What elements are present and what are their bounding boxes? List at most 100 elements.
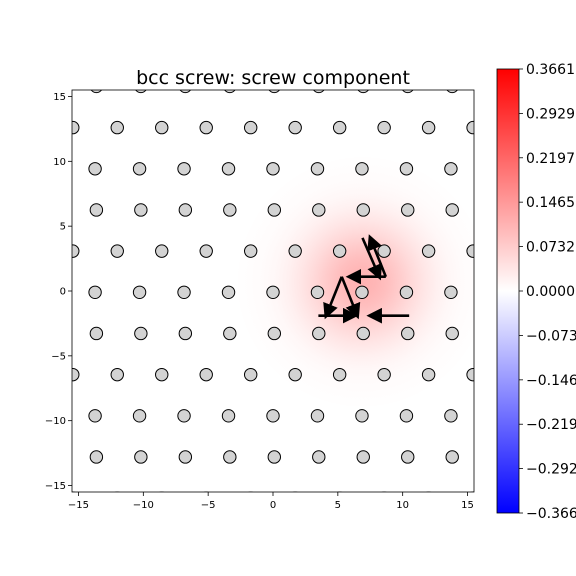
atom-marker — [466, 120, 474, 135]
atom-marker — [401, 326, 415, 341]
atom-marker — [401, 203, 415, 217]
colorbar-tick-label: 0.3661 — [526, 62, 575, 78]
x-tick-label: −15 — [68, 500, 89, 511]
colorbar-tick-label: −0.2929 — [526, 462, 576, 478]
y-tick-label: −10 — [45, 416, 66, 427]
atom-marker — [243, 120, 258, 135]
atom-marker — [377, 367, 391, 382]
field-heatmap — [238, 157, 474, 407]
atom-marker — [267, 203, 281, 217]
atom-marker — [134, 450, 148, 464]
y-axis-ticks: −15 −10 −5 0 5 10 15 — [45, 92, 72, 492]
atom-marker — [288, 244, 302, 258]
atom-marker — [310, 409, 325, 423]
atom-marker — [268, 90, 280, 94]
displacement-arrow — [361, 237, 382, 281]
atom-marker — [355, 162, 369, 176]
field-peak — [238, 157, 474, 407]
atom-marker — [377, 244, 391, 258]
atom-marker — [134, 203, 148, 217]
displacement-arrow — [367, 234, 388, 278]
atom-marker — [445, 450, 459, 464]
atom-marker — [72, 120, 80, 135]
atom-marker — [332, 244, 347, 258]
atom-marker — [402, 90, 414, 94]
atom-marker — [221, 162, 236, 176]
x-tick-label: −10 — [133, 500, 154, 511]
atom-marker — [445, 203, 459, 217]
y-tick-label: −5 — [51, 351, 66, 362]
atom-marker — [72, 244, 80, 258]
colorbar-tick-label: −0.3661 — [526, 506, 576, 522]
atom-marker — [155, 244, 169, 258]
atom-marker — [356, 450, 370, 464]
atom-marker — [177, 162, 191, 176]
plot-area: −15 −10 −5 0 5 10 15 −15 −10 −5 0 5 10 15 — [45, 89, 475, 511]
atom-marker — [357, 90, 369, 94]
atom-marker — [178, 203, 193, 217]
x-tick-label: 0 — [270, 500, 276, 511]
atom-marker — [159, 491, 165, 492]
atom-marker — [401, 450, 415, 464]
colorbar-tick-label: 0.0000 — [526, 284, 575, 300]
atom-marker — [223, 450, 237, 464]
atom-layer — [72, 90, 474, 492]
atom-marker — [266, 285, 280, 299]
atom-marker — [110, 367, 124, 382]
atom-marker — [421, 367, 436, 382]
atom-marker — [243, 244, 258, 258]
atom-marker — [90, 90, 103, 94]
atom-marker — [288, 120, 302, 135]
atom-marker — [446, 90, 458, 94]
atom-marker — [134, 326, 148, 341]
x-tick-label: 15 — [461, 500, 474, 511]
atom-marker — [356, 203, 370, 217]
y-tick-label: −15 — [45, 481, 66, 492]
x-tick-label: 5 — [335, 500, 341, 511]
atom-marker — [399, 162, 414, 176]
y-tick-label: 10 — [53, 157, 66, 168]
atom-marker — [399, 285, 414, 299]
y-tick-label: 15 — [53, 92, 66, 103]
colorbar-tick-label: 0.0732 — [526, 240, 575, 256]
atom-marker — [425, 491, 432, 492]
colorbar-tick-label: 0.2197 — [526, 151, 575, 167]
atom-marker — [177, 409, 191, 423]
atom-marker — [155, 367, 169, 382]
colorbar-tick-label: 0.2929 — [526, 106, 575, 122]
atom-marker — [267, 326, 281, 341]
colorbar-tick-label: −0.2197 — [526, 417, 576, 433]
x-axis-ticks: −15 −10 −5 0 5 10 15 — [68, 492, 474, 511]
atom-marker — [356, 326, 370, 341]
atom-marker — [466, 367, 474, 382]
atom-marker — [312, 326, 326, 341]
atom-marker — [248, 491, 254, 492]
atom-marker — [132, 162, 147, 176]
atom-marker — [445, 326, 459, 341]
displacement-arrow — [340, 276, 361, 320]
colorbar-tick-label: 0.1465 — [526, 195, 575, 211]
atom-marker — [310, 285, 325, 299]
atom-marker — [199, 367, 213, 382]
colorbar: 0.3661 0.2929 0.2197 0.1465 0.0732 0.0000 −0.0… — [496, 62, 576, 522]
atom-marker — [444, 409, 458, 423]
atom-marker — [177, 285, 191, 299]
y-tick-label: 0 — [60, 287, 66, 298]
atom-marker — [223, 203, 237, 217]
atom-marker — [332, 120, 347, 135]
atom-marker — [421, 120, 436, 135]
atom-marker — [132, 409, 147, 423]
x-tick-label: 10 — [396, 500, 409, 511]
atom-marker — [466, 244, 474, 258]
atom-marker — [199, 120, 213, 135]
atom-marker — [444, 162, 458, 176]
atom-marker — [266, 162, 280, 176]
atom-marker — [132, 285, 147, 299]
atom-marker — [199, 244, 213, 258]
atom-marker — [381, 491, 387, 492]
atom-marker — [421, 244, 436, 258]
atom-marker — [114, 491, 120, 492]
atom-marker — [292, 491, 298, 492]
atom-marker — [288, 367, 302, 382]
atom-marker — [135, 90, 147, 94]
